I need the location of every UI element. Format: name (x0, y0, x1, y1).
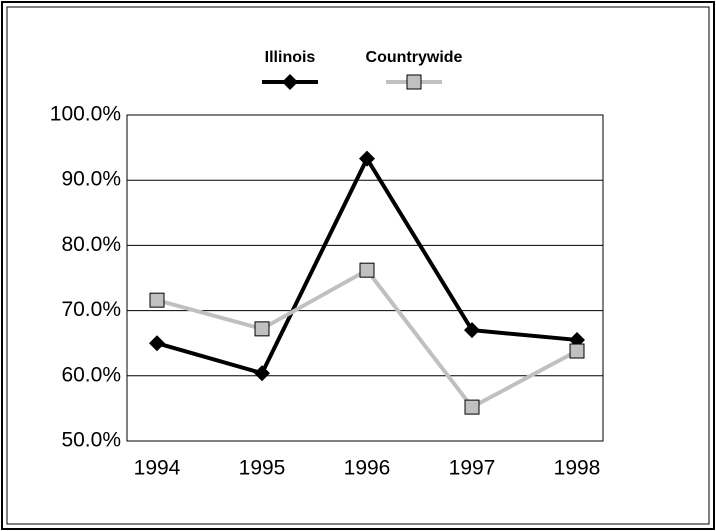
x-tick-label: 1995 (239, 457, 286, 480)
marker (464, 399, 480, 415)
marker (254, 321, 270, 337)
marker (569, 343, 585, 359)
marker (149, 292, 165, 308)
y-tick-label: 90.0% (61, 168, 121, 191)
x-tick-label: 1996 (344, 457, 391, 480)
marker (359, 262, 375, 278)
y-tick-label: 50.0% (61, 429, 121, 452)
y-tick-label: 60.0% (61, 363, 121, 386)
x-tick-label: 1998 (554, 457, 601, 480)
marker (149, 335, 165, 352)
legend-label: Countrywide (366, 49, 463, 66)
marker (282, 74, 298, 90)
legend-label: Illinois (265, 49, 316, 66)
marker (464, 322, 480, 339)
plot-area (126, 114, 604, 442)
y-tick-label: 70.0% (61, 298, 121, 321)
x-tick-label: 1994 (134, 457, 181, 480)
y-tick-label: 100.0% (50, 103, 121, 126)
y-tick-label: 80.0% (61, 233, 121, 256)
marker (406, 74, 422, 90)
inner-border (6, 6, 710, 525)
marker (254, 365, 270, 382)
marker (359, 150, 375, 167)
x-tick-label: 1997 (449, 457, 496, 480)
